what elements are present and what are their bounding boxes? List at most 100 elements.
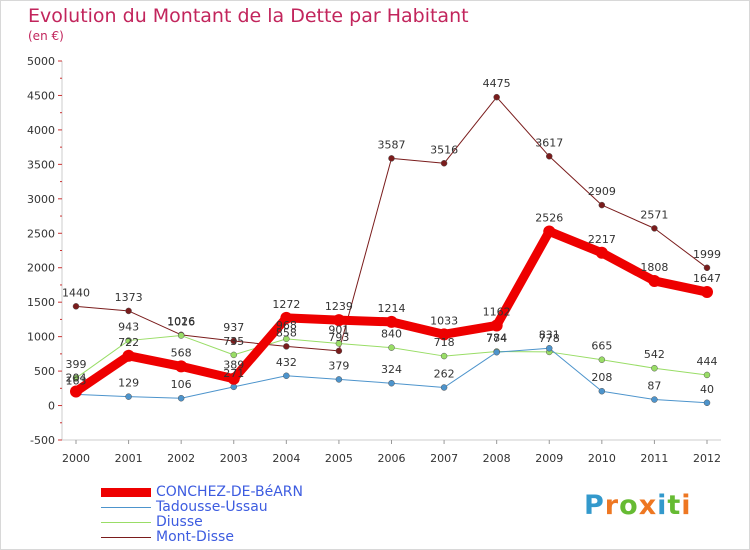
data-point — [598, 201, 606, 209]
data-point — [493, 348, 500, 356]
data-label: 163 — [66, 374, 87, 387]
data-label: 1808 — [640, 261, 668, 274]
data-point — [493, 93, 500, 101]
data-point — [335, 340, 343, 347]
data-label: 444 — [697, 355, 718, 368]
data-point — [546, 345, 553, 352]
data-point — [125, 337, 132, 344]
legend-label: Diusse — [156, 514, 203, 530]
data-label: 399 — [66, 358, 87, 371]
logo-letter: o — [619, 490, 639, 521]
data-label: 262 — [434, 367, 455, 380]
data-label: 718 — [434, 336, 455, 349]
data-point — [125, 393, 132, 400]
data-label: 2217 — [588, 233, 616, 246]
data-point — [177, 394, 185, 402]
data-label: 324 — [381, 363, 402, 376]
data-label: 735 — [223, 335, 244, 348]
data-label: 40 — [700, 383, 714, 396]
x-tick-label: 2004 — [272, 452, 300, 465]
x-tick-label: 2009 — [535, 452, 563, 465]
data-point — [490, 319, 503, 332]
y-tick-label: 1500 — [27, 296, 55, 309]
data-label: 665 — [591, 340, 612, 353]
y-tick-label: 1000 — [27, 331, 55, 344]
data-label: 1999 — [693, 248, 721, 261]
legend-swatch — [101, 537, 151, 538]
data-label: 432 — [276, 356, 297, 369]
data-label: 2909 — [588, 185, 616, 198]
data-point — [388, 155, 395, 162]
legend-label: Tadousse-Ussau — [156, 499, 268, 515]
data-label: 1033 — [430, 314, 458, 327]
data-point — [595, 246, 608, 259]
data-point — [648, 274, 661, 287]
data-label: 1026 — [167, 315, 195, 328]
data-point — [72, 303, 80, 310]
data-point — [543, 225, 556, 238]
data-label: 793 — [328, 331, 349, 344]
data-label: 784 — [486, 332, 507, 345]
y-tick-label: 3500 — [27, 158, 55, 171]
data-label: 2571 — [640, 208, 668, 221]
data-label: 831 — [539, 328, 560, 341]
data-point — [283, 372, 290, 380]
data-label: 858 — [276, 326, 297, 339]
data-point — [703, 264, 711, 272]
data-point — [546, 153, 553, 160]
data-point — [701, 286, 713, 299]
data-point — [70, 385, 82, 398]
data-point — [227, 372, 240, 385]
data-label: 774 — [486, 332, 507, 345]
data-point — [335, 376, 343, 383]
legend-item: Tadousse-Ussau — [101, 500, 303, 515]
data-point — [651, 225, 658, 232]
data-label: 208 — [591, 371, 612, 384]
data-point — [388, 344, 395, 351]
y-tick-label: 0 — [48, 400, 55, 413]
x-tick-label: 2007 — [430, 452, 458, 465]
data-label: 722 — [118, 336, 139, 349]
proxiti-logo: Proxiti — [584, 490, 692, 521]
data-label: 943 — [118, 321, 139, 334]
logo-letter: t — [667, 490, 682, 521]
data-point — [175, 360, 188, 373]
x-tick-label: 2010 — [588, 452, 616, 465]
legend-label: CONCHEZ-DE-BéARN — [156, 484, 303, 500]
data-label: 389 — [223, 359, 244, 372]
data-point — [703, 371, 711, 379]
data-label: 568 — [171, 346, 192, 359]
data-label: 840 — [381, 328, 402, 341]
data-label: 542 — [644, 348, 665, 361]
data-point — [125, 307, 132, 315]
legend-item: Diusse — [101, 515, 303, 530]
data-point — [283, 335, 290, 343]
y-tick-label: 3000 — [27, 193, 55, 206]
data-label: 1162 — [483, 305, 511, 318]
x-tick-label: 2011 — [640, 452, 668, 465]
data-label: 379 — [328, 359, 349, 372]
data-label: 87 — [647, 380, 661, 393]
data-point — [177, 332, 185, 339]
data-point — [440, 352, 448, 360]
data-point — [332, 314, 345, 327]
data-label: 1016 — [167, 316, 195, 329]
data-label: 129 — [118, 377, 139, 390]
data-label: 937 — [223, 321, 244, 334]
legend-swatch — [101, 507, 151, 508]
data-label: 901 — [328, 323, 349, 336]
legend-item: CONCHEZ-DE-BéARN — [101, 485, 303, 500]
data-label: 271 — [223, 367, 244, 380]
data-point — [283, 343, 290, 350]
legend-item: Mont-Disse — [101, 530, 303, 545]
data-label: 3617 — [535, 136, 563, 149]
data-label: 4475 — [483, 77, 511, 90]
data-point — [598, 356, 606, 363]
x-tick-label: 2002 — [167, 452, 195, 465]
chart-title: Evolution du Montant de la Dette par Hab… — [28, 5, 469, 27]
data-label: 3516 — [430, 143, 458, 156]
data-point — [335, 347, 343, 355]
data-point — [230, 383, 237, 391]
